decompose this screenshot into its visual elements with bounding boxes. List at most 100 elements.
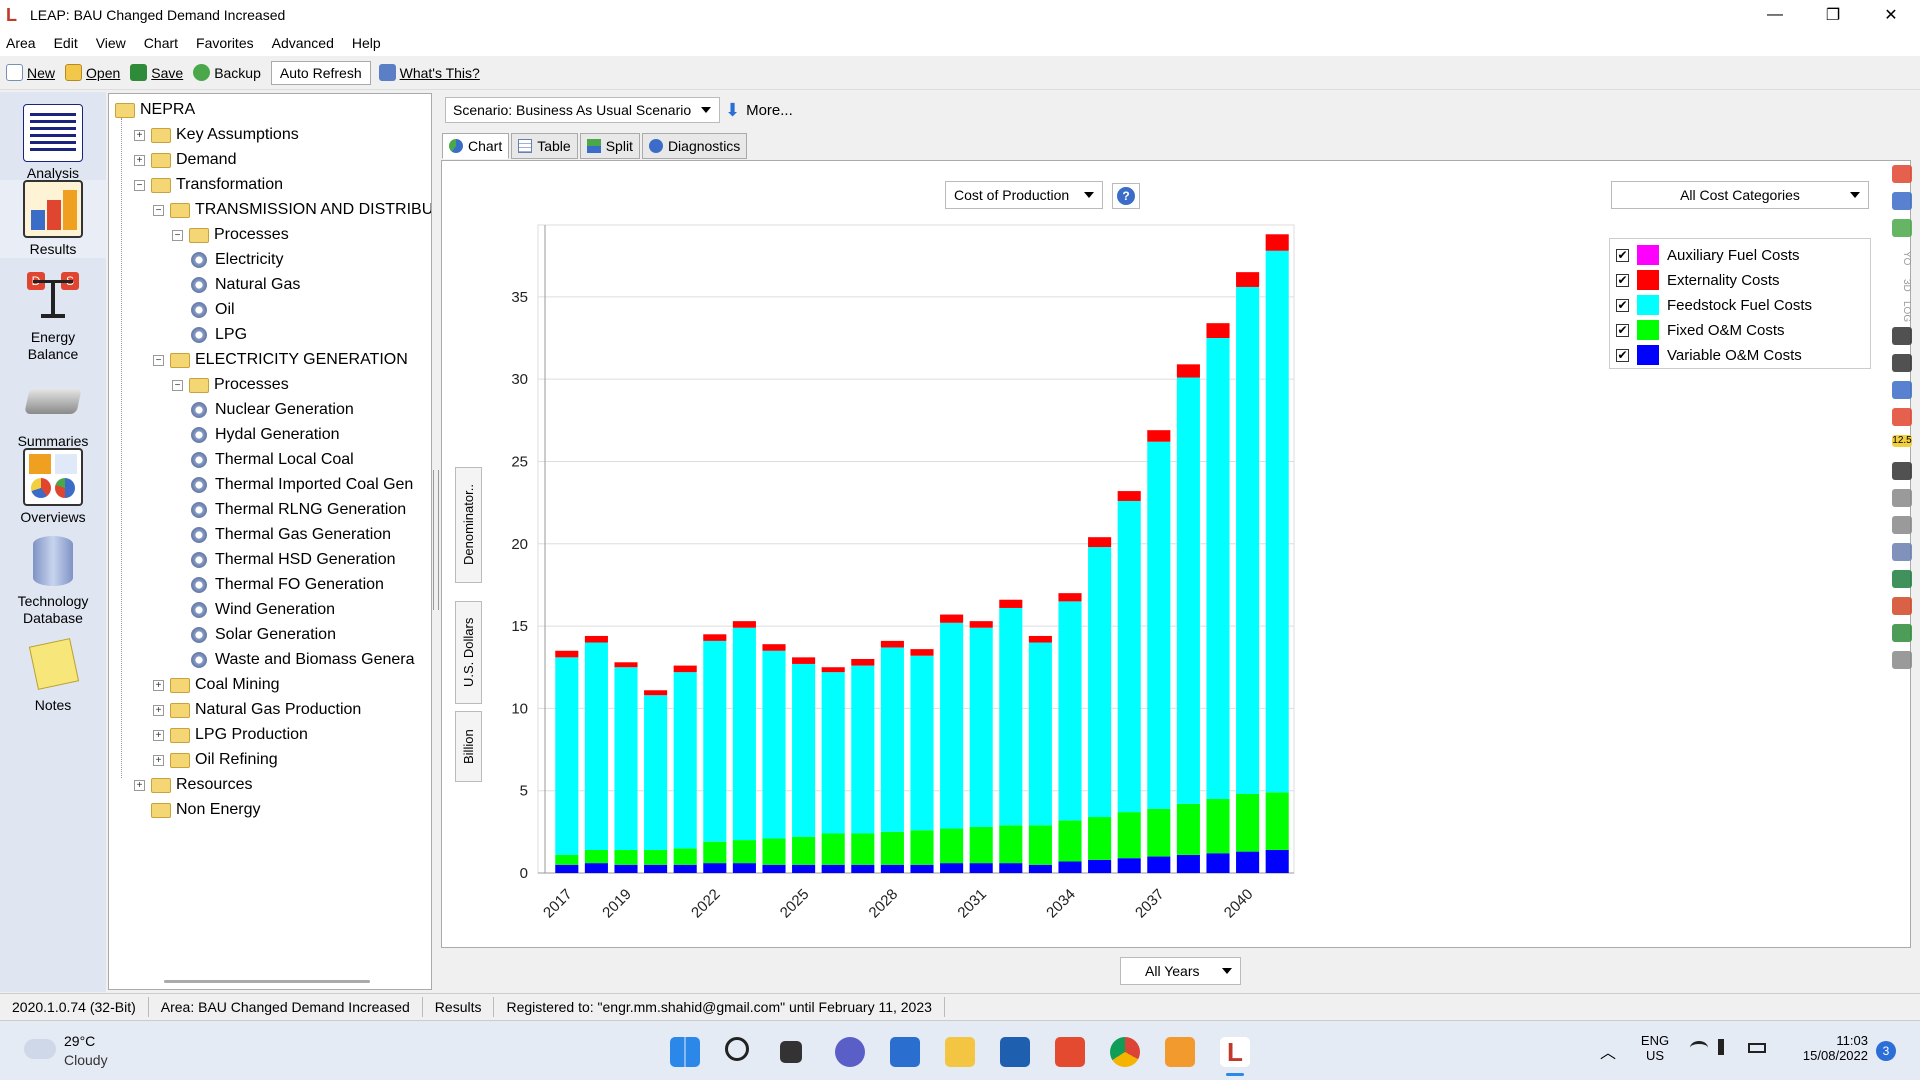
powerpoint-icon[interactable] [1892,597,1912,615]
tree-node[interactable]: + Coal Mining [153,674,279,696]
units-label-button[interactable]: U.S. Dollars [455,601,482,704]
office-icon[interactable] [1055,1037,1085,1067]
tree-node[interactable]: Thermal Imported Coal Gen [191,474,413,496]
splitter-handle[interactable] [433,470,439,610]
grid-icon[interactable] [1892,408,1912,426]
whats-this-button[interactable]: What's This? [378,64,480,81]
tree-node[interactable]: Waste and Biomass Genera [191,649,415,671]
analysis-tree[interactable]: NEPRA + Key Assumptions + Demand − Transformat… [108,93,432,990]
legend-checkbox[interactable]: ✔ [1616,247,1629,262]
minimize-button[interactable]: — [1767,6,1783,23]
nav-technology-database[interactable]: Technology Database [0,532,106,627]
nav-notes[interactable]: Notes [0,636,106,714]
notification-badge[interactable]: 3 [1876,1041,1896,1061]
help-button[interactable]: ? [1112,183,1140,209]
language-indicator[interactable]: ENG US [1638,1033,1672,1063]
copy-icon[interactable] [1892,543,1912,561]
tree-node[interactable]: − Processes [172,374,289,396]
weather-icon[interactable] [24,1039,56,1059]
excel-icon[interactable] [1892,570,1912,588]
denominator-button[interactable]: Denominator.. [455,467,482,583]
start-icon[interactable] [670,1037,700,1067]
tree-node[interactable]: Non Energy [134,799,261,821]
chevron-up-icon[interactable]: ︿ [1600,1045,1617,1062]
nav-energy-balance[interactable]: D S Energy Balance [0,268,106,363]
tree-node[interactable]: + Resources [134,774,252,796]
scale-label-button[interactable]: Billion [455,711,482,782]
menu-area[interactable]: Area [6,35,36,51]
tab-split[interactable]: Split [579,133,640,159]
expand-icon[interactable]: + [153,754,164,766]
tree-node[interactable]: Nuclear Generation [191,399,354,421]
tab-diagnostics[interactable]: Diagnostics [641,133,748,159]
collapse-icon[interactable]: − [172,229,183,241]
expand-icon[interactable]: + [134,779,145,791]
clock[interactable]: 11:03 15/08/2022 [1778,1033,1868,1063]
legend-item[interactable]: ✔ Externality Costs [1616,270,1780,290]
auto-refresh-button[interactable]: Auto Refresh [270,60,371,85]
tree-node[interactable]: Wind Generation [191,599,335,621]
nav-overviews[interactable]: Overviews [0,448,106,526]
new-button[interactable]: New [6,64,55,81]
collapse-icon[interactable]: − [153,204,164,216]
menu-help[interactable]: Help [351,35,381,51]
tree-node[interactable]: + Key Assumptions [134,124,299,146]
menu-edit[interactable]: Edit [53,35,78,51]
print-icon[interactable] [1892,516,1912,534]
measure-select[interactable]: Cost of Production [945,181,1103,209]
tree-node[interactable]: Thermal Gas Generation [191,524,391,546]
menu-view[interactable]: View [95,35,126,51]
store-icon[interactable] [1000,1037,1030,1067]
pie-chart-icon[interactable] [1892,165,1912,183]
print-preview-icon[interactable] [1892,489,1912,507]
battery-icon[interactable] [1748,1043,1766,1053]
menu-advanced[interactable]: Advanced [271,35,334,51]
open-button[interactable]: Open [65,64,120,81]
globe-icon[interactable] [1892,219,1912,237]
tree-node[interactable]: + Oil Refining [153,749,278,771]
tree-node[interactable]: − Transformation [134,174,283,196]
collapse-icon[interactable]: − [153,354,164,366]
tree-node[interactable]: Solar Generation [191,624,336,646]
expand-icon[interactable]: + [153,729,164,741]
legend-item[interactable]: ✔ Auxiliary Fuel Costs [1616,245,1800,265]
collapse-icon[interactable]: − [172,379,183,391]
volume-icon[interactable] [1718,1039,1734,1055]
expand-icon[interactable]: + [134,154,145,166]
menu-favorites[interactable]: Favorites [196,35,254,51]
tree-node[interactable]: LPG [191,324,247,346]
save-button[interactable]: Save [130,64,183,81]
legend-item[interactable]: ✔ Variable O&M Costs [1616,345,1802,365]
tree-node[interactable]: Electricity [191,249,283,271]
legend-item[interactable]: ✔ Feedstock Fuel Costs [1616,295,1812,315]
tree-node[interactable]: Natural Gas [191,274,300,296]
tree-node[interactable]: NEPRA [115,99,195,121]
tree-node[interactable]: Thermal Local Coal [191,449,354,471]
expand-icon[interactable]: + [134,129,145,141]
chat-icon[interactable] [835,1037,865,1067]
cost-category-select[interactable]: All Cost Categories [1611,181,1869,209]
yo-label[interactable]: YO [1901,250,1912,266]
nav-analysis[interactable]: Analysis [0,104,106,182]
nav-results[interactable]: Results [0,180,106,258]
tree-node[interactable]: + Natural Gas Production [153,699,361,721]
legend-checkbox[interactable]: ✔ [1616,322,1629,337]
wifi-icon[interactable] [1690,1041,1708,1055]
save-icon[interactable] [1892,624,1912,642]
expand-icon[interactable]: + [153,679,164,691]
search-icon[interactable] [725,1037,749,1061]
nav-summaries[interactable]: Summaries [0,372,106,450]
tree-node[interactable]: Hydal Generation [191,424,340,446]
font-decrease-icon[interactable] [1892,354,1912,372]
maximize-button[interactable]: ❐ [1825,7,1841,24]
scenario-select[interactable]: Scenario: Business As Usual Scenario [445,97,720,123]
rotate-icon[interactable] [1892,462,1912,480]
font-increase-icon[interactable] [1892,327,1912,345]
chrome-icon[interactable] [1110,1037,1140,1067]
legend-checkbox[interactable]: ✔ [1616,347,1629,362]
mail-icon[interactable] [890,1037,920,1067]
tree-node[interactable]: + LPG Production [153,724,308,746]
legend-item[interactable]: ✔ Fixed O&M Costs [1616,320,1785,340]
app-icon[interactable] [1165,1037,1195,1067]
menu-chart[interactable]: Chart [143,35,179,51]
